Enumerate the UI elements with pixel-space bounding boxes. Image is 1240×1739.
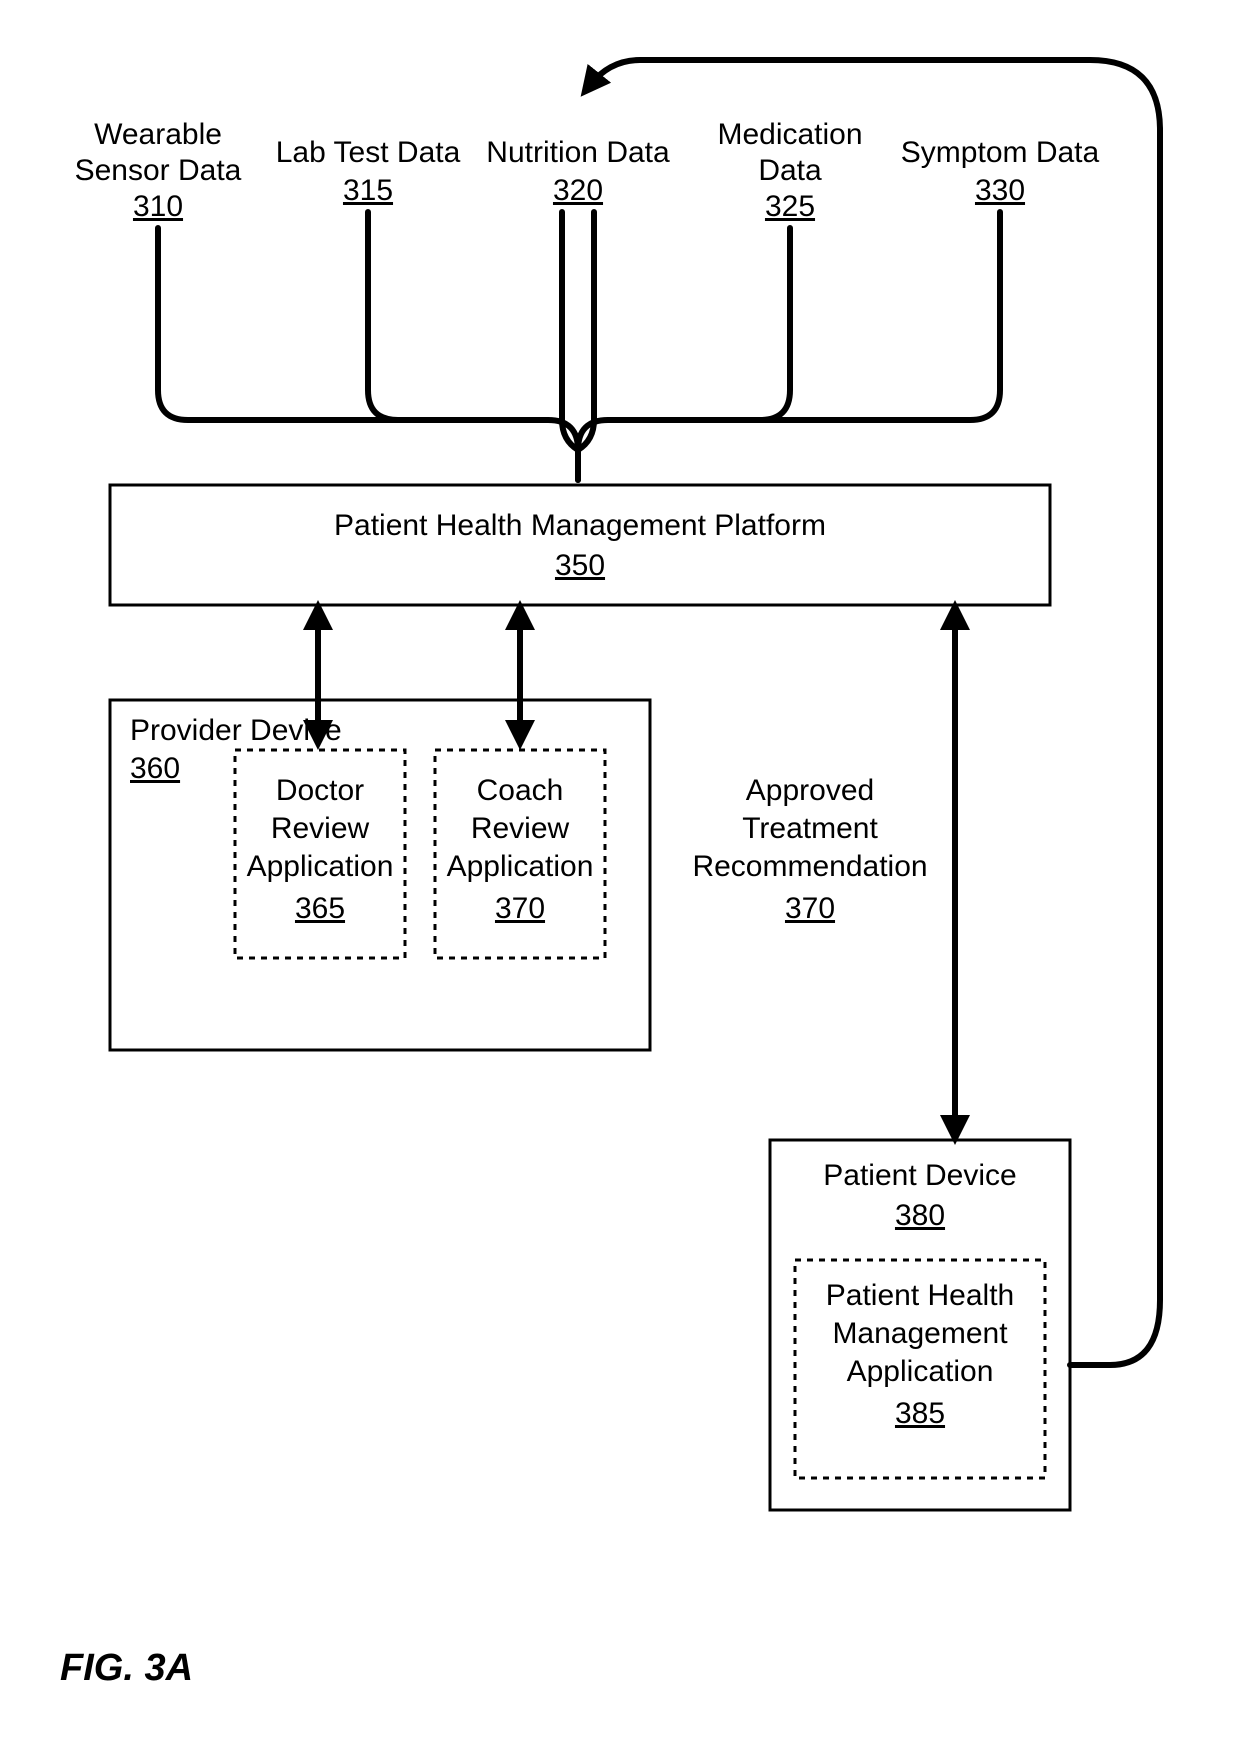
svg-text:380: 380	[895, 1199, 945, 1232]
svg-text:Patient Health: Patient Health	[826, 1279, 1014, 1312]
svg-text:Sensor Data: Sensor Data	[75, 154, 242, 187]
patient-app-box: Patient Health Management Application 38…	[795, 1260, 1045, 1478]
source-symptom: Symptom Data 330	[901, 136, 1100, 207]
figure-caption: FIG. 3A	[60, 1647, 193, 1689]
svg-text:350: 350	[555, 549, 605, 582]
svg-text:Lab Test Data: Lab Test Data	[276, 136, 461, 169]
svg-text:Review: Review	[471, 812, 570, 845]
platform-box: Patient Health Management Platform 350	[110, 485, 1050, 605]
svg-text:Management: Management	[832, 1317, 1008, 1350]
svg-text:370: 370	[495, 892, 545, 925]
svg-text:Coach: Coach	[477, 774, 564, 807]
svg-text:Wearable: Wearable	[94, 118, 222, 151]
svg-text:365: 365	[295, 892, 345, 925]
svg-text:370: 370	[785, 892, 835, 925]
svg-text:Symptom Data: Symptom Data	[901, 136, 1100, 169]
source-wearable: Wearable Sensor Data 310	[75, 118, 242, 223]
source-medication: Medication Data 325	[717, 118, 862, 223]
svg-text:360: 360	[130, 752, 180, 785]
source-lab: Lab Test Data 315	[276, 136, 461, 207]
svg-text:310: 310	[133, 190, 183, 223]
svg-text:320: 320	[553, 174, 603, 207]
svg-text:325: 325	[765, 190, 815, 223]
svg-text:Medication: Medication	[717, 118, 862, 151]
diagram: Wearable Sensor Data 310 Lab Test Data 3…	[0, 0, 1240, 1739]
svg-text:Data: Data	[758, 154, 822, 187]
source-nutrition: Nutrition Data 320	[486, 136, 670, 207]
svg-text:Approved: Approved	[746, 774, 874, 807]
svg-text:Patient Device: Patient Device	[823, 1159, 1016, 1192]
svg-text:Review: Review	[271, 812, 370, 845]
svg-text:Recommendation: Recommendation	[692, 850, 927, 883]
svg-text:Treatment: Treatment	[742, 812, 878, 845]
svg-text:Provider Device: Provider Device	[130, 714, 342, 747]
svg-text:Application: Application	[447, 850, 594, 883]
approved-recommendation: Approved Treatment Recommendation 370	[692, 615, 955, 1130]
svg-text:315: 315	[343, 174, 393, 207]
svg-text:Application: Application	[847, 1355, 994, 1388]
svg-text:Application: Application	[247, 850, 394, 883]
svg-text:Nutrition Data: Nutrition Data	[486, 136, 670, 169]
coach-app-box: Coach Review Application 370	[435, 750, 605, 958]
svg-text:Patient Health Management Plat: Patient Health Management Platform	[334, 509, 826, 542]
platform-provider-arrows	[318, 615, 520, 735]
svg-text:385: 385	[895, 1397, 945, 1430]
source-connectors	[158, 212, 1000, 480]
svg-text:Doctor: Doctor	[276, 774, 364, 807]
svg-text:330: 330	[975, 174, 1025, 207]
doctor-app-box: Doctor Review Application 365	[235, 750, 405, 958]
